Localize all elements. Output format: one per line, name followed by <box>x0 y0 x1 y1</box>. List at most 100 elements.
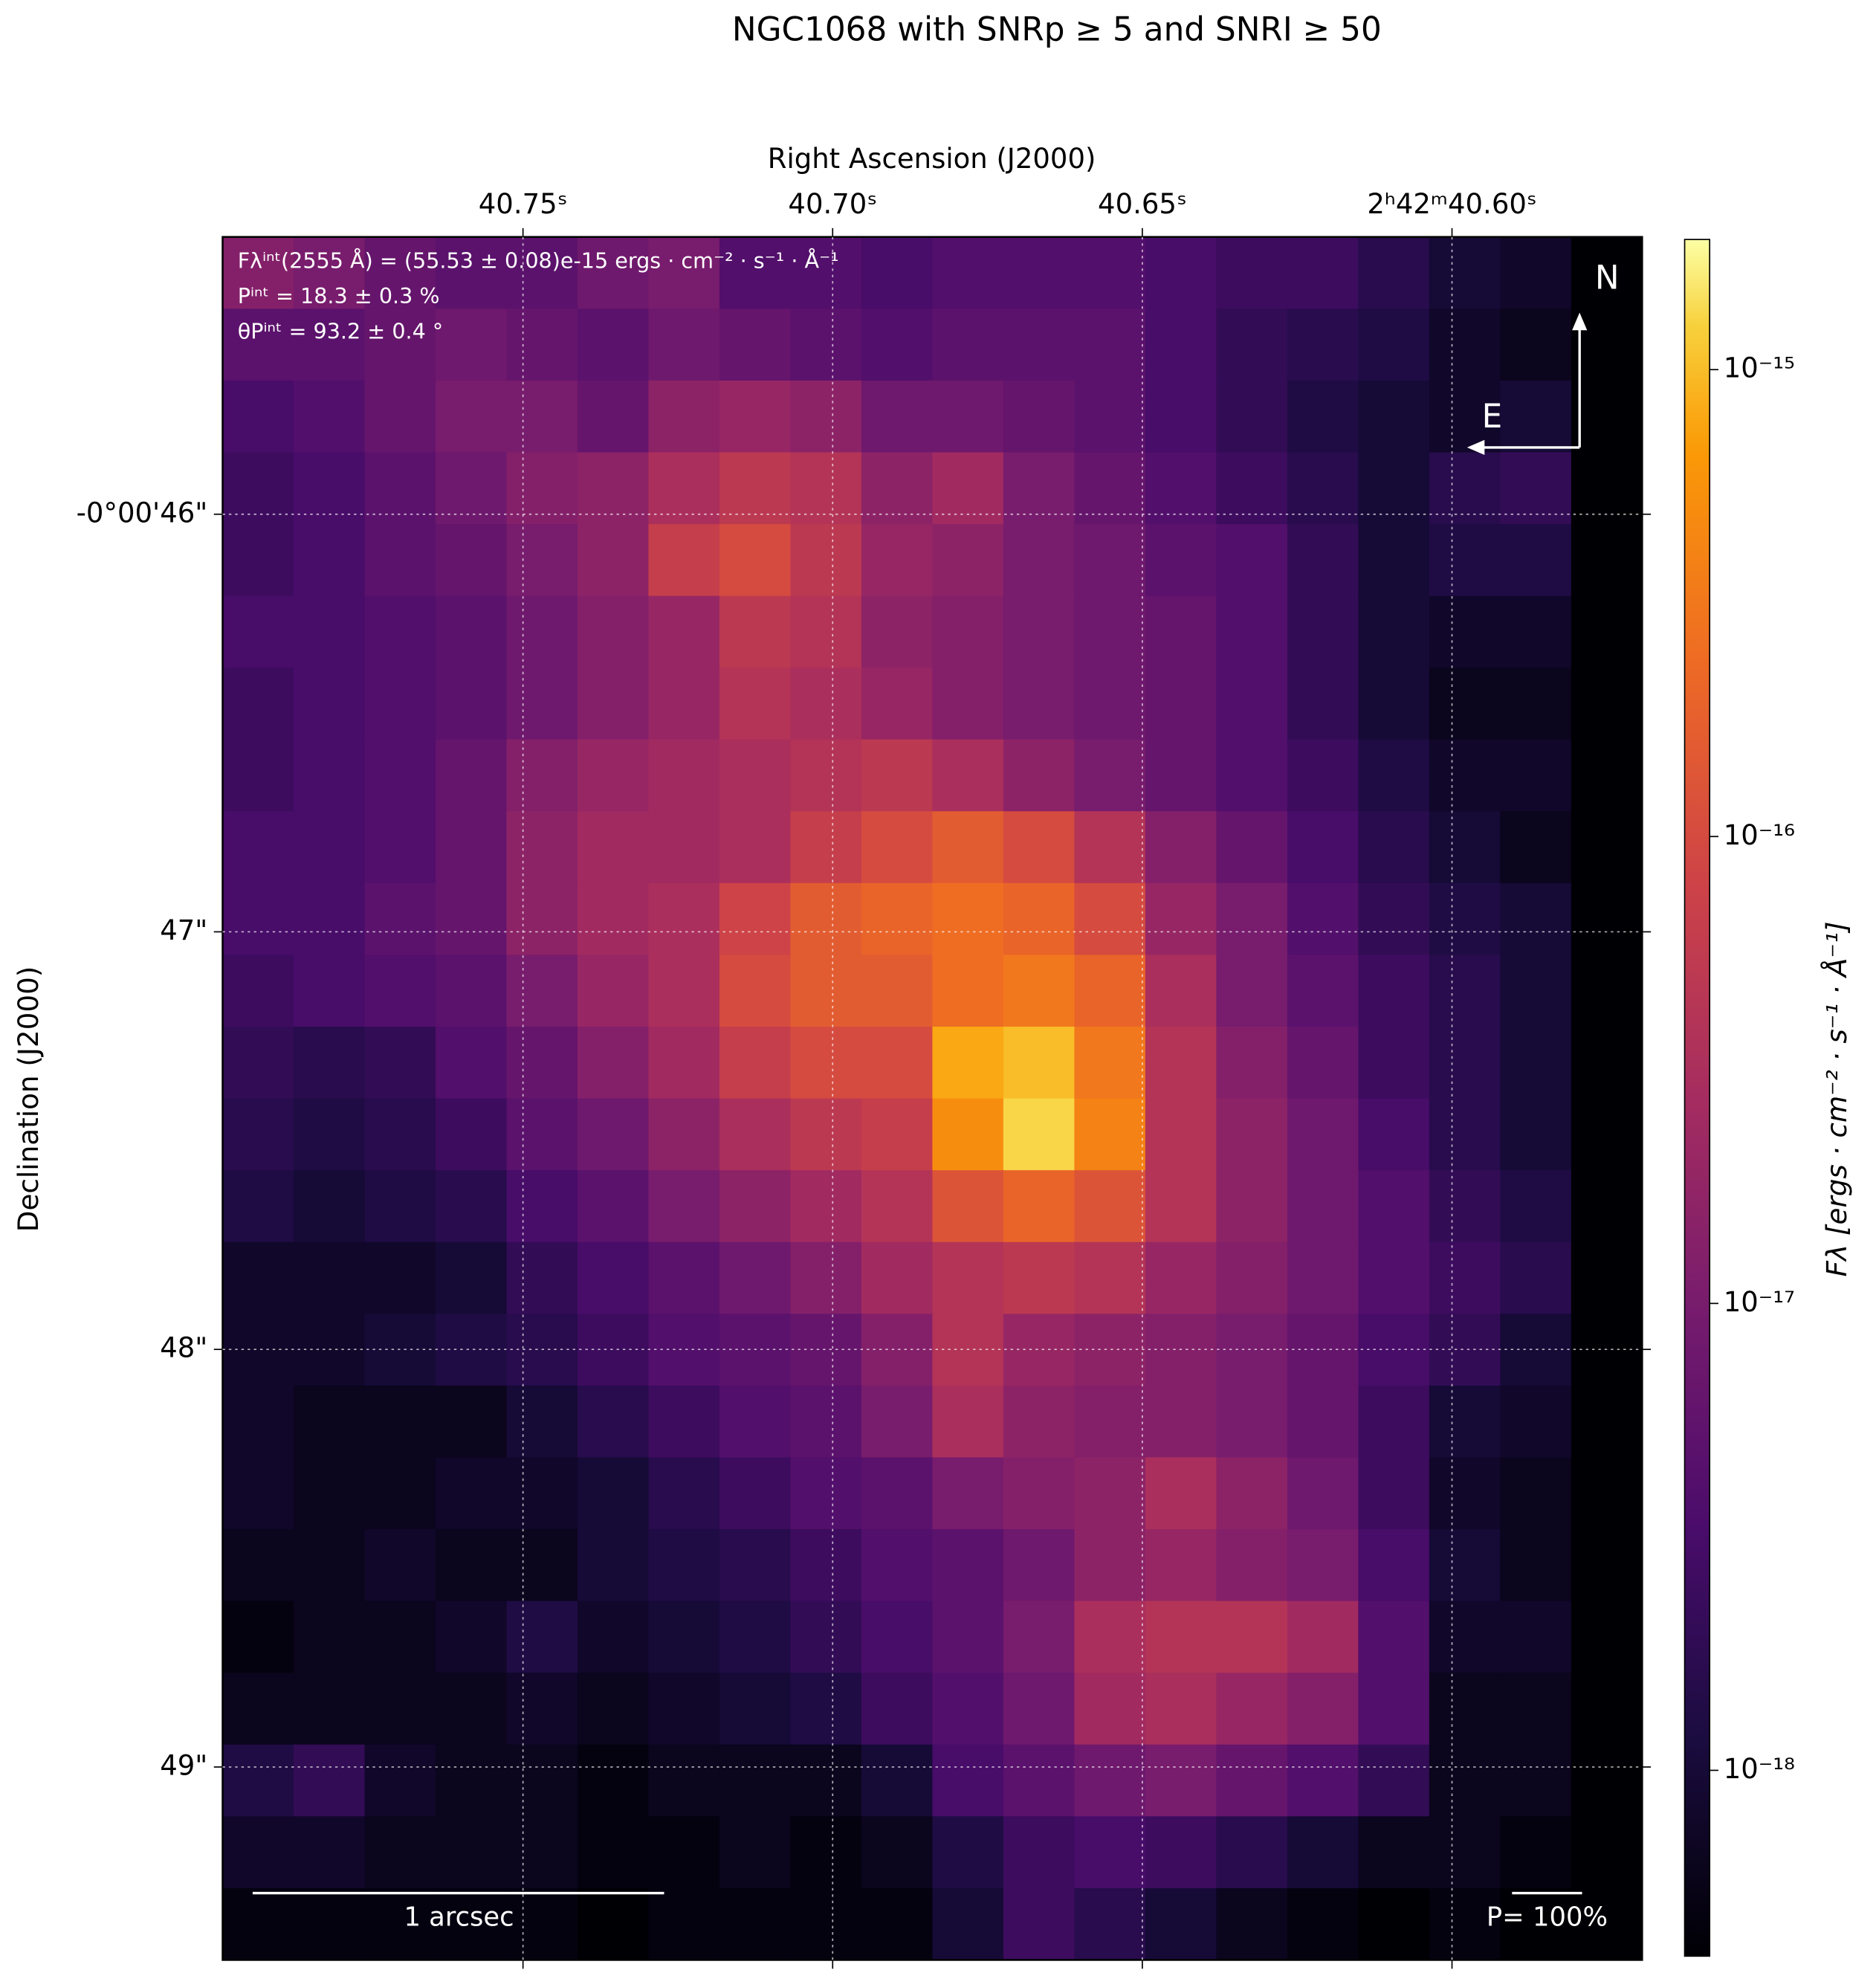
heatmap-cell <box>719 1816 792 1889</box>
heatmap-cell <box>1500 309 1572 381</box>
heatmap-cell <box>1358 1601 1430 1674</box>
heatmap-cell <box>577 955 650 1028</box>
heatmap-cell <box>1216 236 1288 310</box>
annotation: θPⁱⁿᵗ = 93.2 ± 0.4 ° <box>238 319 443 344</box>
heatmap-cell <box>577 739 650 813</box>
heatmap-cell <box>1500 668 1572 740</box>
heatmap-cell <box>506 380 578 453</box>
heatmap-cell <box>1216 309 1288 381</box>
heatmap-cell <box>861 1816 934 1889</box>
heatmap-cell <box>294 1529 366 1602</box>
heatmap-cell <box>364 236 436 310</box>
y-tick-label: 49" <box>160 1749 207 1781</box>
heatmap-cell <box>1429 668 1501 740</box>
heatmap-cell <box>648 882 720 956</box>
heatmap-cell <box>1003 1744 1076 1818</box>
heatmap-cell <box>1358 1027 1430 1099</box>
heatmap-cell <box>648 1314 720 1386</box>
heatmap-cell <box>790 236 862 310</box>
heatmap-cell <box>506 524 578 597</box>
heatmap-cell <box>719 1457 792 1531</box>
heatmap-cell <box>294 236 366 310</box>
heatmap-cell <box>1216 1027 1288 1099</box>
heatmap-cell <box>932 380 1004 453</box>
heatmap-cell <box>294 811 366 884</box>
heatmap-cell <box>1358 236 1430 310</box>
heatmap-cell <box>861 1241 934 1315</box>
heatmap-cell <box>222 595 295 669</box>
heatmap-cell <box>861 1098 934 1172</box>
heatmap-cell <box>294 739 366 813</box>
heatmap-cell <box>435 1241 508 1315</box>
heatmap-cell <box>294 1887 366 1961</box>
heatmap-cell <box>790 1170 862 1243</box>
heatmap-cell <box>1003 309 1076 381</box>
heatmap-cell <box>790 1241 862 1315</box>
polarization-key-label: P= 100% <box>1487 1902 1608 1932</box>
heatmap-cell <box>648 1744 720 1818</box>
heatmap-cell <box>648 668 720 740</box>
heatmap-cell <box>364 811 436 884</box>
heatmap-cell <box>1358 524 1430 597</box>
heatmap-cell <box>1216 1385 1288 1459</box>
heatmap-cell <box>932 955 1004 1028</box>
heatmap-cell <box>1500 739 1572 813</box>
heatmap-cell <box>861 1385 934 1459</box>
heatmap-cell <box>1074 1098 1146 1172</box>
heatmap-cell <box>364 668 436 740</box>
heatmap-cell <box>222 1457 295 1531</box>
heatmap-cell <box>861 1601 934 1674</box>
heatmap-cell <box>435 309 508 381</box>
heatmap-cell <box>435 1098 508 1172</box>
heatmap-cell <box>719 1744 792 1818</box>
heatmap-cell <box>719 452 792 526</box>
heatmap-cell <box>861 739 934 813</box>
heatmap-cell <box>648 1385 720 1459</box>
colorbar-tick-label: 10⁻¹⁸ <box>1724 1753 1795 1785</box>
heatmap-cell <box>222 1098 295 1172</box>
y-axis-label: Declination (J2000) <box>13 966 45 1233</box>
heatmap-cell <box>1003 882 1076 956</box>
heatmap-cell <box>1287 524 1359 597</box>
heatmap-cell <box>1571 1601 1643 1674</box>
annotation: Fλⁱⁿᵗ(2555 Å) = (55.53 ± 0.08)e-15 ergs … <box>238 248 839 274</box>
heatmap-cell <box>1429 1887 1501 1961</box>
heatmap-cell <box>1216 1457 1288 1531</box>
heatmap-cell <box>1287 1744 1359 1818</box>
heatmap-cell <box>1429 1027 1501 1099</box>
heatmap-cell <box>435 1314 508 1386</box>
heatmap-cell <box>790 524 862 597</box>
heatmap-cell <box>1500 1027 1572 1099</box>
heatmap-cell <box>932 1170 1004 1243</box>
heatmap-cell <box>648 1887 720 1961</box>
heatmap-cell <box>222 1601 295 1674</box>
heatmap-cell <box>1429 236 1501 310</box>
heatmap-cell <box>1571 1887 1643 1961</box>
heatmap-cell <box>435 1816 508 1889</box>
heatmap-cell <box>1287 882 1359 956</box>
heatmap-cell <box>506 1170 578 1243</box>
heatmap-cell <box>932 1027 1004 1099</box>
heatmap-cell <box>435 1887 508 1961</box>
heatmap-cell <box>294 1098 366 1172</box>
x-tick-label: 40.65ˢ <box>1098 188 1187 220</box>
heatmap-cell <box>506 1673 578 1745</box>
heatmap-cell <box>1287 1098 1359 1172</box>
heatmap-cell <box>1145 1457 1217 1531</box>
heatmap-cell <box>1287 1027 1359 1099</box>
heatmap-cell <box>1287 739 1359 813</box>
heatmap-cell <box>222 524 295 597</box>
heatmap-cell <box>719 955 792 1028</box>
heatmap-cell <box>861 1744 934 1818</box>
heatmap-cell <box>1003 524 1076 597</box>
heatmap-cell <box>1500 1673 1572 1745</box>
scale-bar-label: 1 arcsec <box>404 1902 514 1932</box>
heatmap-cell <box>1429 1170 1501 1243</box>
heatmap-cell <box>1074 811 1146 884</box>
heatmap-cell <box>506 236 578 310</box>
heatmap-cell <box>1358 1314 1430 1386</box>
heatmap-cell <box>719 595 792 669</box>
heatmap-cell <box>577 1601 650 1674</box>
heatmap-cell <box>1145 1241 1217 1315</box>
heatmap-cell <box>1216 739 1288 813</box>
